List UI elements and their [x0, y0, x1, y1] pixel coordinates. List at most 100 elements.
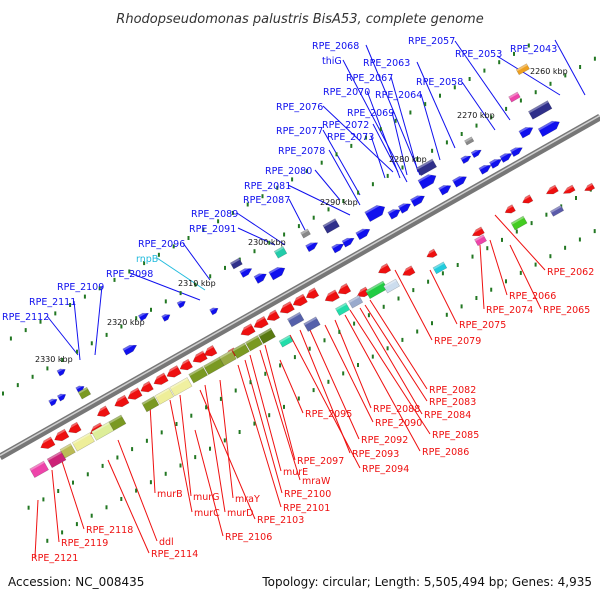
forward-gene-9 — [438, 182, 452, 196]
forward-gene-17 — [331, 241, 345, 254]
misc-gene-5-shape — [108, 414, 127, 431]
reverse-gene-10-shape — [179, 358, 194, 371]
tick-dot-100 — [367, 313, 370, 318]
reverse-gene-20-shape — [324, 289, 340, 302]
tick-dot-120 — [105, 505, 108, 510]
misc-gene-11 — [218, 349, 237, 367]
forward-gene-8-shine — [452, 173, 466, 183]
forward-gene-27-shine — [75, 383, 84, 390]
reverse-gene-31-shape — [584, 182, 596, 192]
leader-reverse-24 — [199, 389, 256, 520]
tick-dot-2 — [31, 374, 34, 379]
tick-dot-104 — [427, 279, 430, 284]
tick-dot-66 — [379, 127, 382, 132]
misc-gene-2-shape — [59, 443, 76, 459]
gene-label-reverse-1: RPE_2065 — [543, 305, 590, 316]
tick-dot-60 — [291, 177, 294, 182]
navy-gene-0-shine — [528, 100, 549, 114]
kbp-label-2: 2280 kbp — [389, 155, 427, 164]
forward-gene-2-shine — [510, 144, 522, 153]
gene-label-reverse-29: ddl — [159, 537, 174, 548]
reverse-gene-8-shine — [151, 372, 165, 382]
reverse-gene-21-shine — [335, 283, 348, 292]
tick-dot-102 — [397, 296, 400, 301]
reverse-gene-18 — [290, 293, 308, 307]
tick-dot-109 — [501, 237, 503, 242]
forward-gene-12-shape — [397, 203, 412, 214]
misc-gene-28-shape — [508, 91, 521, 103]
misc-gene-24 — [549, 204, 565, 217]
tick-dot-27 — [401, 165, 404, 170]
misc-gene-0-shape — [29, 460, 49, 478]
gene-label-reverse-7: RPE_2083 — [429, 397, 476, 408]
misc-gene-6-shape — [141, 395, 160, 413]
forward-gene-15-shine — [355, 225, 369, 235]
forward-gene-11-shape — [410, 195, 425, 207]
tick-dot-14 — [209, 274, 212, 279]
gene-label-reverse-4: RPE_2075 — [459, 320, 506, 331]
gene-label-forward-0: RPE_2043 — [510, 44, 557, 55]
tick-dot-78 — [42, 497, 45, 502]
tick-dot-148 — [519, 270, 522, 275]
reverse-gene-12-shape — [204, 345, 218, 357]
tick-dot-65 — [365, 135, 367, 140]
tick-dot-5 — [76, 349, 78, 354]
reverse-gene-22-shine — [355, 286, 367, 295]
reverse-gene-30-shine — [561, 184, 574, 193]
misc-gene-25-shine — [279, 335, 291, 343]
grey-gene-0-shine — [464, 136, 473, 143]
tick-dots — [2, 43, 596, 543]
misc-gene-0 — [29, 460, 49, 478]
navy-gene-1 — [416, 158, 438, 177]
misc-gene-9-shine — [188, 366, 204, 377]
misc-gene-3 — [71, 432, 95, 452]
tick-dot-4 — [61, 358, 64, 362]
gene-label-forward-17: RPE_2081 — [244, 181, 291, 192]
kbp-label-7: 2330 kbp — [35, 355, 73, 364]
misc-gene-21-shine — [432, 261, 445, 270]
forward-gene-14-shine — [364, 202, 384, 214]
leader-forward-17 — [287, 184, 351, 216]
misc-gene-22 — [474, 234, 487, 247]
gene-label-forward-7: thiG — [322, 56, 342, 67]
tick-dot-47 — [98, 286, 101, 291]
reverse-gene-2 — [66, 421, 82, 434]
misc-gene-23-shine — [511, 216, 525, 225]
misc-gene-10-shape — [203, 356, 225, 375]
reverse-gene-21-shape — [337, 283, 352, 295]
reverse-gene-6 — [125, 387, 143, 400]
misc-gene-12-shape — [231, 342, 250, 359]
forward-gene-26-shine — [122, 342, 136, 351]
reverse-gene-19-shape — [305, 287, 320, 299]
misc-gene-27-shine — [274, 246, 284, 254]
forward-gene-0-shape — [537, 120, 560, 138]
leader-reverse-30 — [107, 459, 150, 554]
misc-gene-14 — [258, 327, 276, 344]
tick-dot-40 — [593, 56, 596, 61]
tick-dot-97 — [323, 338, 326, 343]
reverse-gene-9-shape — [166, 365, 182, 378]
gene-label-forward-19: RPE_2089 — [191, 209, 238, 220]
misc-gene-17-shine — [335, 302, 347, 311]
orange-gene-shape — [515, 63, 530, 76]
gene-label-forward-5: RPE_2064 — [375, 90, 422, 101]
tick-dot-114 — [575, 196, 577, 200]
forward-gene-29-shape — [56, 393, 67, 402]
reverse-gene-5-shape — [114, 394, 130, 408]
forward-gene-14 — [364, 202, 386, 223]
tick-dot-54 — [202, 227, 205, 232]
tick-dot-55 — [217, 219, 220, 224]
reverse-gene-3-shine — [87, 422, 102, 432]
tick-dot-145 — [475, 296, 478, 300]
tick-dot-10 — [150, 307, 152, 312]
leader-reverse-2 — [489, 239, 508, 296]
leader-reverse-1 — [509, 244, 542, 310]
tick-dot-72 — [468, 77, 471, 81]
tick-dot-137 — [357, 363, 359, 367]
tick-dot-31 — [460, 132, 463, 136]
gene-label-reverse-9: RPE_2085 — [432, 430, 479, 441]
misc-gene-12-shine — [232, 342, 246, 352]
tick-dot-111 — [530, 221, 533, 226]
genome-summary: Topology: circular; Length: 5,505,494 bp… — [261, 575, 592, 589]
tick-dot-13 — [194, 282, 197, 287]
